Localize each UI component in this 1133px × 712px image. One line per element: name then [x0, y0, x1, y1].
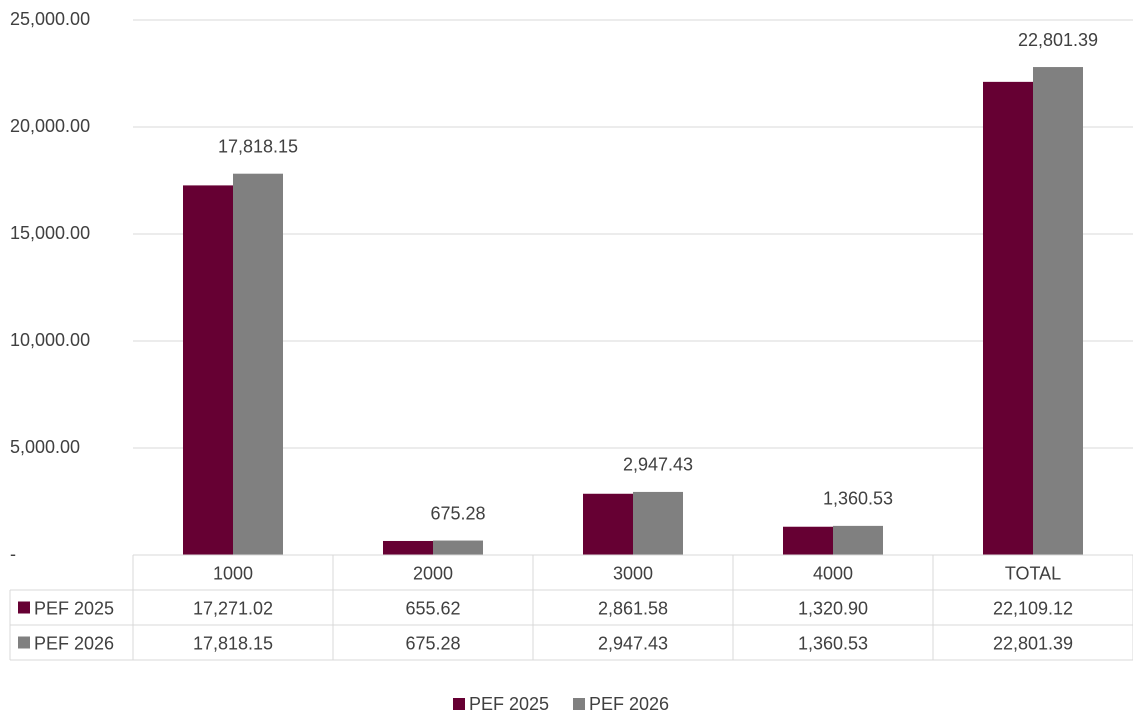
table-cell: 2,947.43: [598, 633, 668, 653]
data-label: 675.28: [430, 503, 485, 523]
bar: [433, 540, 483, 555]
table-cell: 675.28: [405, 633, 460, 653]
data-label: 2,947.43: [623, 455, 693, 475]
legend-swatch: [453, 698, 465, 710]
y-tick-label: 25,000.00: [10, 9, 90, 29]
y-tick-label: 15,000.00: [10, 223, 90, 243]
bar: [633, 491, 683, 555]
x-tick-label: 1000: [213, 563, 253, 583]
table-cell: 22,801.39: [993, 633, 1073, 653]
bar: [983, 81, 1033, 555]
table-row-label: PEF 2025: [34, 598, 114, 618]
table-cell: 655.62: [405, 598, 460, 618]
bar: [833, 525, 883, 555]
table-legend-swatch: [18, 636, 30, 649]
table-cell: 1,320.90: [798, 598, 868, 618]
table-cell: 22,109.12: [993, 598, 1073, 618]
data-label: 22,801.39: [1018, 30, 1098, 50]
table-cell: 1,360.53: [798, 633, 868, 653]
y-tick-label: 5,000.00: [10, 437, 80, 457]
legend-label: PEF 2026: [589, 694, 669, 712]
y-tick-label: 10,000.00: [10, 330, 90, 350]
bar: [233, 173, 283, 555]
table-legend-swatch: [18, 601, 30, 614]
data-label: 17,818.15: [218, 136, 298, 156]
x-tick-label: 2000: [413, 563, 453, 583]
table-cell: 17,271.02: [193, 598, 273, 618]
bar: [783, 526, 833, 555]
table-cell: 2,861.58: [598, 598, 668, 618]
bar: [1033, 67, 1083, 555]
x-tick-label: 3000: [613, 563, 653, 583]
table-row-label: PEF 2026: [34, 633, 114, 653]
bar: [383, 540, 433, 555]
y-tick-label: 20,000.00: [10, 116, 90, 136]
bar: [183, 185, 233, 555]
bar: [583, 493, 633, 555]
x-tick-label: TOTAL: [1005, 563, 1061, 583]
x-tick-label: 4000: [813, 563, 853, 583]
table-cell: 17,818.15: [193, 633, 273, 653]
legend-label: PEF 2025: [469, 694, 549, 712]
y-tick-label: -: [10, 544, 16, 564]
data-label: 1,360.53: [823, 489, 893, 509]
legend-swatch: [573, 698, 585, 710]
